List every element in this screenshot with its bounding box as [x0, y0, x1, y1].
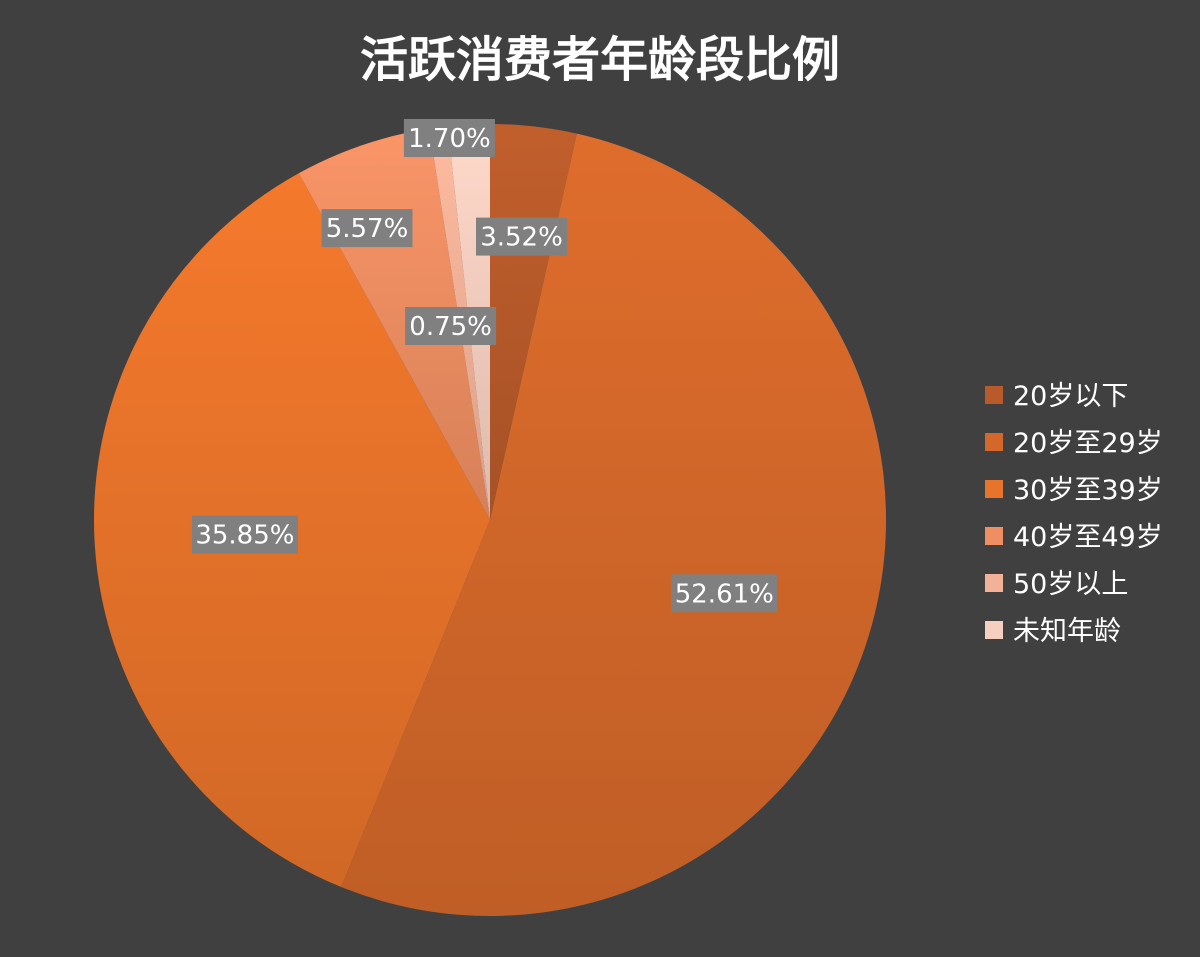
- data-label-text: 0.75%: [409, 312, 492, 342]
- data-label-box: [405, 307, 497, 345]
- data-label-text: 3.52%: [480, 223, 563, 253]
- legend-label: 30岁至39岁: [1013, 475, 1163, 506]
- legend-label: 40岁至49岁: [1013, 522, 1163, 553]
- data-label-text: 35.85%: [195, 521, 294, 551]
- legend-swatch: [985, 574, 1003, 592]
- pie-slices: [93, 124, 887, 917]
- pie-slice-2: [341, 133, 887, 917]
- data-label-1: 3.52%: [476, 217, 567, 256]
- data-label-text: 1.70%: [408, 124, 491, 154]
- data-label-box: [671, 574, 778, 613]
- data-labels: 3.52% 52.61% 35.85% 5.57% 0.75% 1.70%: [191, 119, 778, 613]
- legend-item: 20岁至29岁: [985, 428, 1163, 459]
- data-label-box: [403, 119, 495, 157]
- legend-swatch: [985, 527, 1003, 545]
- data-label-box: [191, 515, 298, 554]
- legend-label: 未知年龄: [1013, 616, 1121, 647]
- data-label-box: [321, 209, 413, 248]
- legend-item: 50岁以上: [985, 569, 1128, 600]
- legend-item: 40岁至49岁: [985, 522, 1163, 553]
- legend-swatch: [985, 621, 1003, 639]
- data-label-box: [476, 217, 567, 256]
- legend-swatch: [985, 480, 1003, 498]
- chart-title: 活跃消费者年龄段比例: [360, 32, 840, 88]
- data-label-3: 35.85%: [191, 515, 298, 554]
- legend-item: 20岁以下: [985, 381, 1128, 412]
- legend-label: 20岁以下: [1013, 381, 1128, 412]
- data-label-5: 0.75%: [405, 307, 497, 345]
- data-label-text: 5.57%: [326, 214, 409, 244]
- legend-label: 20岁至29岁: [1013, 428, 1163, 459]
- legend-label: 50岁以上: [1013, 569, 1128, 600]
- data-label-2: 52.61%: [671, 574, 778, 613]
- legend-swatch: [985, 433, 1003, 451]
- legend-item: 30岁至39岁: [985, 475, 1163, 506]
- data-label-6: 1.70%: [403, 119, 495, 157]
- legend-item: 未知年龄: [985, 616, 1121, 647]
- data-label-4: 5.57%: [321, 209, 413, 248]
- data-label-text: 52.61%: [675, 579, 774, 609]
- legend-swatch: [985, 386, 1003, 404]
